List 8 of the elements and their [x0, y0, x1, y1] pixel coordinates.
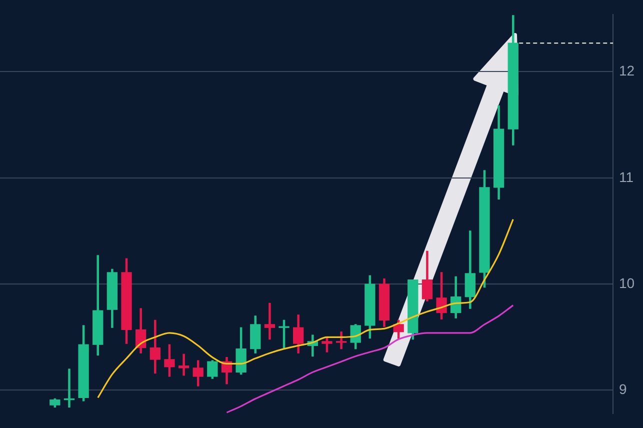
- y-tick-label: 10: [619, 274, 635, 291]
- candlestick: [264, 302, 276, 340]
- line-series: [226, 304, 514, 414]
- y-tick-label: 12: [619, 62, 635, 79]
- candlestick: [178, 354, 190, 376]
- y-tick-label: 9: [619, 381, 627, 398]
- y-tick-label: 11: [619, 168, 634, 185]
- line-series: [97, 218, 514, 398]
